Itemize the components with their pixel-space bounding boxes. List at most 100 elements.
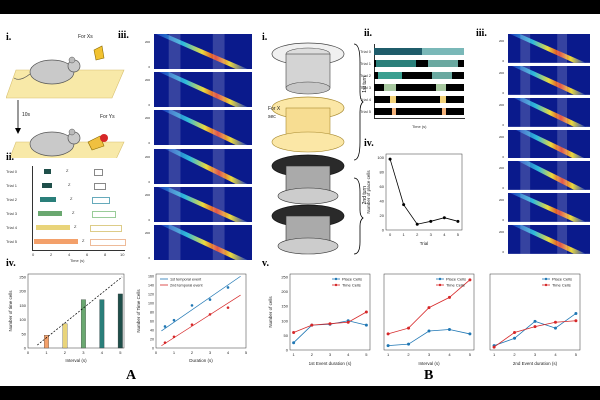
- scatter-point: [190, 323, 194, 326]
- legend-label: Place Cells: [446, 277, 466, 282]
- x-tick: 3: [329, 352, 332, 357]
- data-point: [402, 203, 406, 207]
- trial-label: Trial 2: [6, 197, 17, 202]
- x-axis-label: Interval (s): [418, 361, 440, 366]
- x-tick: 2: [513, 352, 516, 357]
- data-point: [328, 322, 332, 326]
- label-b-v: v.: [262, 258, 269, 269]
- x-tick: 2: [407, 352, 410, 357]
- x-tick: 3: [209, 350, 212, 355]
- x-bar: [384, 84, 396, 91]
- data-point: [456, 219, 460, 223]
- trial-label: Trial 1: [360, 61, 371, 66]
- data-point: [574, 319, 578, 323]
- y-tick: 200: [499, 166, 504, 170]
- series-line: [493, 320, 576, 348]
- data-point: [407, 326, 411, 330]
- x-tick: 5: [575, 352, 578, 357]
- scatter-point: [226, 286, 230, 289]
- event-window: [212, 72, 225, 108]
- y-tick: 0: [286, 348, 289, 353]
- y-tick: 200: [145, 231, 150, 235]
- z-letter: Z: [66, 168, 69, 173]
- legend-marker: [438, 283, 442, 287]
- event-window: [168, 186, 181, 222]
- x-bar: [36, 225, 70, 230]
- x-bar: [34, 239, 78, 244]
- event-window: [520, 65, 531, 95]
- activity-diagonal: [512, 65, 586, 95]
- plot-frame: [155, 273, 247, 349]
- plot-frame: [383, 273, 475, 351]
- x-tick: 2: [416, 232, 419, 237]
- y-tick: 0: [502, 218, 504, 222]
- x-tick: 5: [119, 350, 122, 355]
- x-tick: 4: [101, 350, 104, 355]
- fit-line: [161, 275, 241, 332]
- data-point: [415, 222, 419, 226]
- y-tick: 20: [150, 338, 154, 342]
- activity-diagonal: [159, 72, 248, 108]
- x-tick: 3: [534, 352, 537, 357]
- y-axis-label: Number of Time Cells: [136, 289, 141, 333]
- data-point: [386, 344, 390, 348]
- y-tick: 0: [502, 186, 504, 190]
- x-tick: 4: [347, 352, 350, 357]
- y-tick: 200: [499, 39, 504, 43]
- y-axis-label: Number of time cells: [8, 290, 13, 332]
- heatmap-stack-a: 200 0 200 0 200 0 200 0 200 0 200 0: [140, 34, 252, 260]
- legend-marker: [544, 277, 548, 281]
- event-window: [168, 110, 181, 146]
- x-tick: 1: [493, 352, 496, 357]
- y-tick: 200: [281, 289, 288, 294]
- data-point: [468, 332, 472, 336]
- y-bar: [92, 211, 116, 218]
- data-point: [447, 295, 451, 299]
- data-point: [292, 341, 296, 345]
- label-b-i: i.: [262, 32, 268, 43]
- event-window: [520, 34, 531, 63]
- sec-label: sec: [268, 114, 276, 120]
- event-window: [520, 129, 531, 159]
- activity-diagonal: [514, 97, 586, 127]
- legend-label: Place Cells: [552, 277, 572, 282]
- tomato-icon: [100, 134, 108, 142]
- event-window: [557, 225, 568, 254]
- y-tick: 40: [150, 329, 154, 333]
- data-point: [553, 320, 557, 324]
- event-window: [168, 224, 181, 260]
- z-letter: Z: [70, 196, 73, 201]
- x-axis-label: Duration (s): [189, 358, 213, 363]
- delay-label: 10s: [22, 112, 31, 118]
- time-tick: 4: [68, 252, 71, 257]
- activity-diagonal: [161, 224, 248, 260]
- cue-y-label: For Ys: [100, 114, 115, 120]
- scatter-point: [172, 318, 176, 322]
- data-point: [513, 336, 517, 340]
- data-point: [427, 306, 431, 310]
- event-window: [557, 193, 568, 223]
- data-point: [364, 310, 368, 314]
- z-letter: Z: [82, 238, 85, 243]
- trial-schedule-a: Trial 0 Trial 1 Trial 2 Trial 3 Trial 4 …: [6, 164, 132, 264]
- scatter-point: [208, 298, 212, 301]
- y-tick: 0: [148, 218, 150, 222]
- label-b-iv: iv.: [364, 138, 374, 149]
- x-bar: [44, 169, 51, 174]
- legend-marker: [544, 283, 548, 287]
- event-window: [212, 110, 225, 146]
- for-x-label: For X: [268, 106, 281, 112]
- label-a-iv: iv.: [6, 258, 16, 269]
- y-tick: 0: [148, 65, 150, 69]
- time-tick: 0: [32, 252, 35, 257]
- y-tick: 0: [152, 347, 154, 351]
- x-tick: 4: [554, 352, 557, 357]
- y-tick: 250: [19, 274, 26, 279]
- data-point: [364, 323, 368, 327]
- trial-label: Trial 0: [6, 169, 17, 174]
- y-tick: 0: [148, 180, 150, 184]
